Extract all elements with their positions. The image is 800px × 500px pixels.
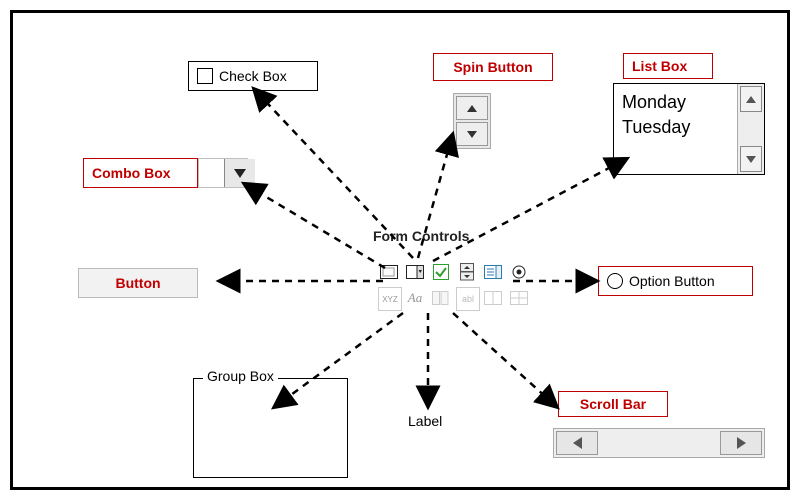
scroll-left-icon[interactable] <box>556 431 598 455</box>
spin-down-icon[interactable] <box>456 122 488 146</box>
button-label: Button <box>115 275 160 291</box>
list-item[interactable]: Monday <box>622 90 729 115</box>
scrollbar-label-box: Scroll Bar <box>558 391 668 417</box>
groupbox-icon: XYZ <box>378 287 402 311</box>
option-icon <box>508 261 530 283</box>
spin-up-icon[interactable] <box>456 96 488 120</box>
radio-circle-icon <box>607 273 623 289</box>
diagram-frame: Form Controls XYZ Aa abl <box>10 10 790 490</box>
checkbox-icon <box>430 261 452 283</box>
scroll-up-icon[interactable] <box>740 86 762 112</box>
checkbox-label: Check Box <box>219 68 287 84</box>
scrollbar-control[interactable] <box>553 428 765 458</box>
label-example: Label <box>408 413 442 429</box>
label-icon: Aa <box>404 287 426 309</box>
option-example[interactable]: Option Button <box>598 266 753 296</box>
groupbox-example <box>193 378 348 478</box>
option-label: Option Button <box>629 273 715 289</box>
listbox-label: List Box <box>632 58 687 74</box>
combobox-label-box: Combo Box <box>83 158 198 188</box>
spinbutton-icon <box>456 261 478 283</box>
combobox-icon <box>404 261 426 283</box>
scroll-right-icon[interactable] <box>720 431 762 455</box>
misc-icon-1 <box>482 287 504 309</box>
scrollbar-icon <box>430 287 452 309</box>
form-controls-toolbar: XYZ Aa abl <box>378 261 530 309</box>
scroll-down-icon[interactable] <box>740 146 762 172</box>
form-controls-title: Form Controls <box>373 228 469 244</box>
checkbox-example[interactable]: Check Box <box>188 61 318 91</box>
misc-icon-2 <box>508 287 530 309</box>
scrollbar-label: Scroll Bar <box>580 396 646 412</box>
button-example[interactable]: Button <box>78 268 198 298</box>
combobox-label: Combo Box <box>92 165 171 181</box>
checkbox-square-icon <box>197 68 213 84</box>
scrollbar-track[interactable] <box>600 429 718 457</box>
spinbutton-label: Spin Button <box>453 59 532 75</box>
button-icon <box>378 261 400 283</box>
spinbutton-control[interactable] <box>453 93 491 149</box>
list-item[interactable]: Tuesday <box>622 115 729 140</box>
listbox-control[interactable]: Monday Tuesday <box>613 83 765 175</box>
groupbox-label: Group Box <box>203 368 278 384</box>
spinbutton-label-box: Spin Button <box>433 53 553 81</box>
combobox-dropdown-icon[interactable] <box>224 159 255 187</box>
listbox-icon <box>482 261 504 283</box>
textfield-icon: abl <box>456 287 480 311</box>
combobox-control[interactable] <box>198 158 248 188</box>
listbox-label-box: List Box <box>623 53 713 79</box>
listbox-items[interactable]: Monday Tuesday <box>614 84 737 174</box>
listbox-scrollbar[interactable] <box>737 84 764 174</box>
